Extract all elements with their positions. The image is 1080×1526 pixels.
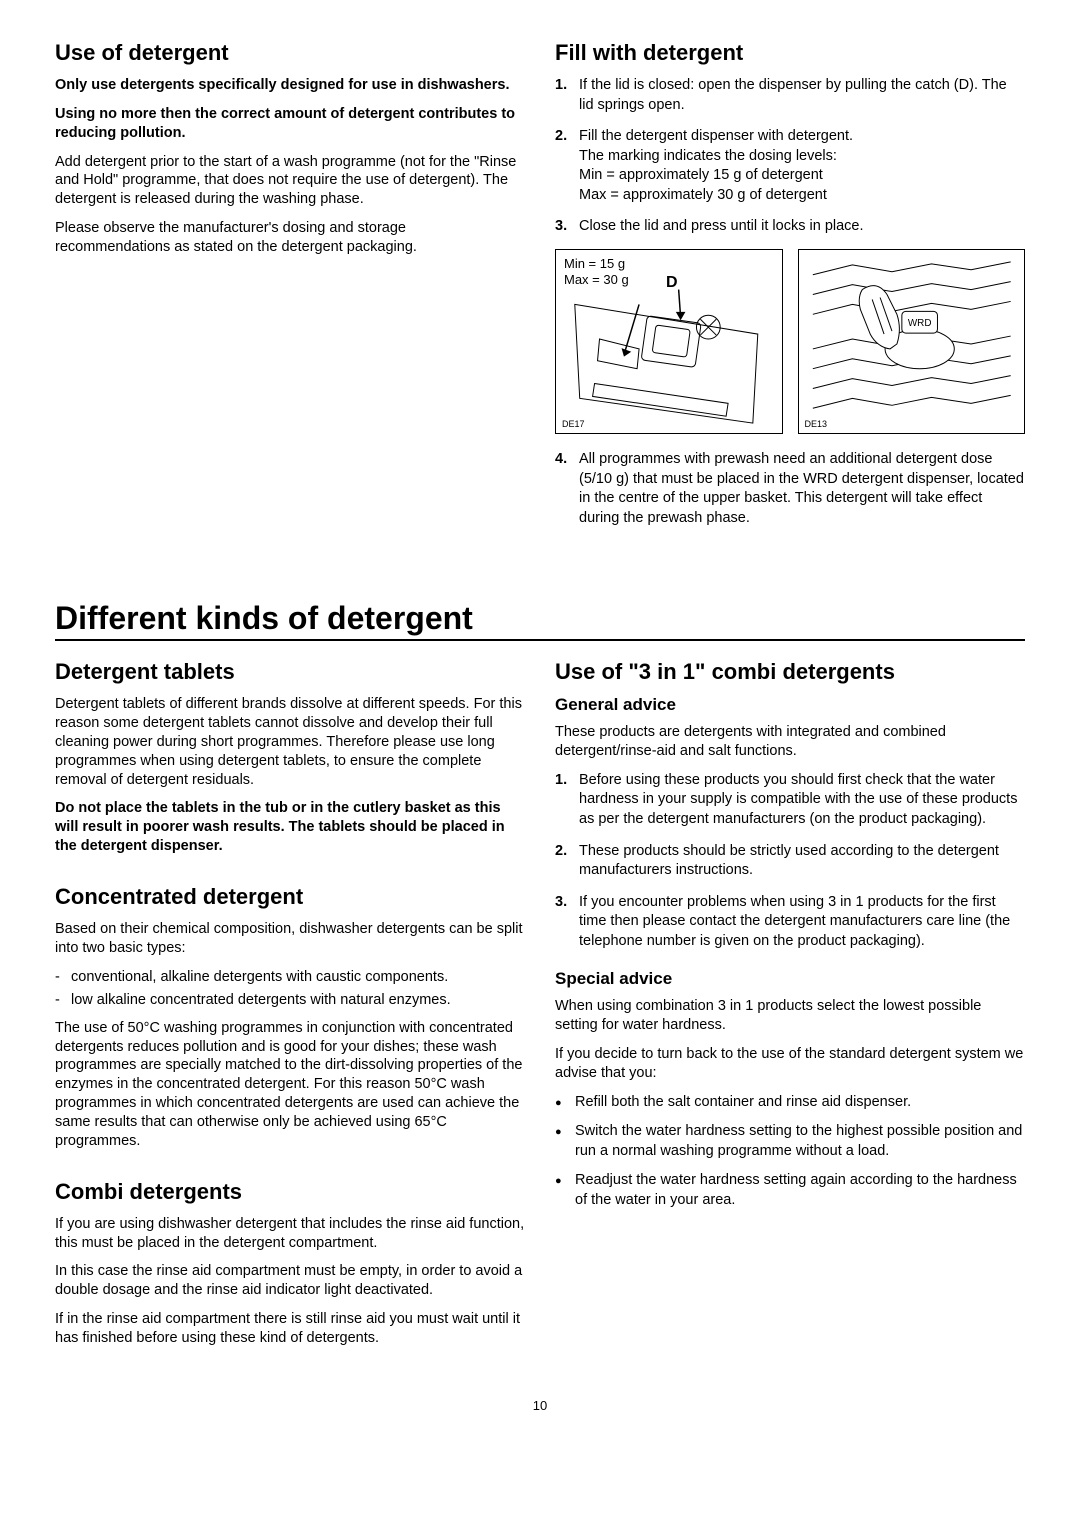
general-advice-para: These products are detergents with integ… [555,723,1025,761]
special-advice-heading: Special advice [555,969,1025,989]
basket-diagram-icon: WRD [799,250,1025,433]
combi-heading: Combi detergents [55,1179,525,1205]
detergent-para-1: Add detergent prior to the start of a wa… [55,153,525,210]
concentrated-dash-1: conventional, alkaline detergents with c… [55,968,525,988]
fig-de17-caption: DE17 [562,419,585,429]
special-advice-para-2: If you decide to turn back to the use of… [555,1045,1025,1083]
special-bullet-1: Refill both the salt container and rinse… [555,1093,1025,1113]
figure-row: Min = 15 g Max = 30 g D [555,249,1025,434]
fill-step-4: All programmes with prewash need an addi… [555,450,1025,528]
combi-para-1: If you are using dishwasher detergent th… [55,1215,525,1253]
combi-para-3: If in the rinse aid compartment there is… [55,1310,525,1348]
tablets-para-1: Detergent tablets of different brands di… [55,695,525,789]
fill-detergent-heading: Fill with detergent [555,40,1025,66]
three-in-one-heading: Use of "3 in 1" combi detergents [555,659,1025,685]
wrd-label: WRD [907,318,931,329]
page-number: 10 [55,1398,1025,1413]
fill-step-2: Fill the detergent dispenser with deterg… [555,127,1025,205]
fill-step-2a: Fill the detergent dispenser with deterg… [579,127,1025,147]
general-step-1: Before using these products you should f… [555,771,1025,830]
fill-step-2d: Max = approximately 30 g of detergent [579,186,1025,206]
tablets-bold: Do not place the tablets in the tub or i… [55,799,525,856]
fill-step-1: If the lid is closed: open the dispenser… [555,76,1025,115]
special-advice-para-1: When using combination 3 in 1 products s… [555,997,1025,1035]
fill-step-3: Close the lid and press until it locks i… [555,217,1025,237]
combi-para-2: In this case the rinse aid compartment m… [55,1262,525,1300]
fill-step-2b: The marking indicates the dosing levels: [579,147,1025,167]
general-step-2: These products should be strictly used a… [555,842,1025,881]
concentrated-heading: Concentrated detergent [55,884,525,910]
concentrated-dash-2: low alkaline concentrated detergents wit… [55,991,525,1011]
figure-de13-box: WRD DE13 [798,249,1026,434]
tablets-heading: Detergent tablets [55,659,525,685]
detergent-warning-2: Using no more then the correct amount of… [55,105,525,143]
concentrated-para-2: The use of 50°C washing programmes in co… [55,1019,525,1151]
detergent-para-2: Please observe the manufacturer's dosing… [55,219,525,257]
detergent-warning-1: Only use detergents specifically designe… [55,76,525,95]
main-heading: Different kinds of detergent [55,600,1025,641]
general-advice-heading: General advice [555,695,1025,715]
figure-de17-box: Min = 15 g Max = 30 g D [555,249,783,434]
fig-de13-caption: DE13 [805,419,828,429]
special-bullet-3: Readjust the water hardness setting agai… [555,1171,1025,1210]
special-bullet-2: Switch the water hardness setting to the… [555,1122,1025,1161]
fill-step-2c: Min = approximately 15 g of detergent [579,166,1025,186]
general-step-3: If you encounter problems when using 3 i… [555,893,1025,952]
dispenser-diagram-icon [556,250,782,433]
concentrated-para-1: Based on their chemical composition, dis… [55,920,525,958]
use-detergent-heading: Use of detergent [55,40,525,66]
